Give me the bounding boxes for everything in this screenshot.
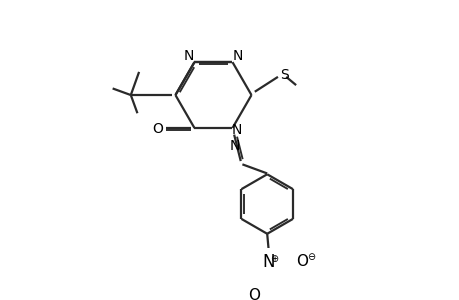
Text: N: N — [230, 139, 240, 153]
Text: ⊕: ⊕ — [270, 254, 278, 264]
Text: N: N — [231, 123, 241, 136]
Text: O: O — [247, 288, 259, 300]
Text: S: S — [280, 68, 288, 82]
Text: O: O — [151, 122, 162, 136]
Text: O: O — [295, 254, 307, 268]
Text: ⊖: ⊖ — [306, 252, 314, 262]
Text: N: N — [233, 49, 243, 62]
Text: N: N — [262, 253, 274, 271]
Text: N: N — [183, 49, 193, 62]
